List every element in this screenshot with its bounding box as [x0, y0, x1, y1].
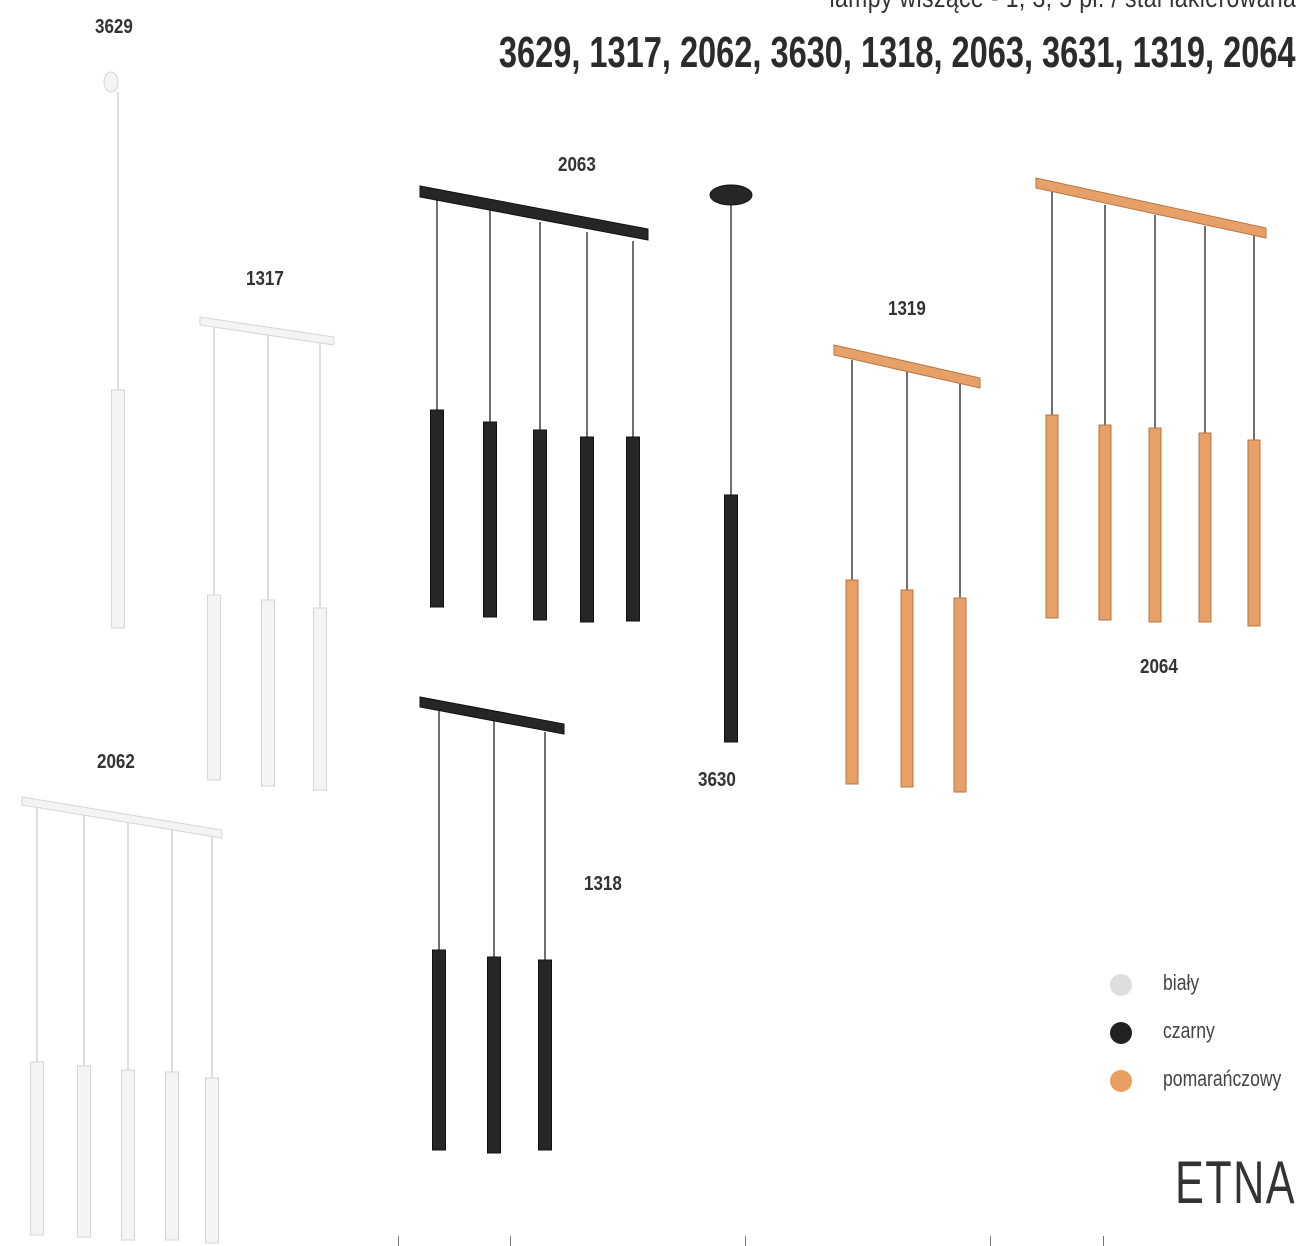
lamp-label-1319: 1319	[888, 298, 926, 320]
lamp-shade	[1198, 432, 1212, 623]
legend-label-white: biały	[1163, 970, 1200, 995]
page-tick-mark	[510, 1236, 511, 1246]
page-tick-mark	[1103, 1236, 1104, 1246]
lamp-ceiling-bar	[419, 696, 565, 735]
lamp-shade	[533, 429, 547, 621]
legend-item-white: biały	[1110, 970, 1300, 1000]
lamp-shade	[261, 599, 275, 787]
brand-name: ETNA	[1175, 1149, 1296, 1216]
white-swatch-icon	[1110, 974, 1132, 996]
page-tick-mark	[398, 1236, 399, 1246]
lamp-shade	[626, 436, 640, 622]
lamp-shade	[1247, 439, 1261, 627]
lamp-ceiling-bar	[21, 796, 223, 839]
lamp-shade	[207, 594, 221, 781]
page-tick-mark	[990, 1236, 991, 1246]
lamp-shade	[30, 1061, 44, 1236]
lamp-canopy	[709, 184, 753, 206]
legend-label-black: czarny	[1163, 1018, 1215, 1043]
product-subtitle: lampy wiszące - 1, 3, 5 pł. / stal lakie…	[829, 0, 1296, 14]
lamp-shade	[1148, 427, 1162, 623]
lamp-shade	[724, 494, 738, 743]
lamp-canopy	[103, 71, 119, 93]
legend-item-black: czarny	[1110, 1018, 1300, 1048]
lamp-shade	[313, 607, 327, 791]
lamp-shade	[1045, 414, 1059, 619]
lamp-shade	[205, 1077, 219, 1244]
lamp-shade	[487, 956, 501, 1154]
lamp-label-3629: 3629	[95, 16, 133, 38]
lamp-shade	[121, 1069, 135, 1241]
lamp-label-3630: 3630	[698, 769, 736, 791]
lamp-shade	[111, 389, 125, 629]
legend-label-orange: pomarańczowy	[1163, 1066, 1282, 1091]
lamp-label-1317: 1317	[246, 268, 284, 290]
black-swatch-icon	[1110, 1022, 1132, 1044]
lamp-shade	[77, 1065, 91, 1238]
product-codes-heading: 3629, 1317, 2062, 3630, 1318, 2063, 3631…	[499, 28, 1296, 77]
lamp-ceiling-bar	[833, 344, 981, 389]
lamp-label-2063: 2063	[558, 154, 596, 176]
orange-swatch-icon	[1110, 1070, 1132, 1092]
lamp-ceiling-bar	[419, 185, 649, 241]
lamp-shade	[900, 589, 914, 788]
lamp-shade	[430, 409, 444, 608]
lamp-shade	[580, 436, 594, 623]
lamp-shade	[1098, 424, 1112, 621]
lamp-shade	[483, 421, 497, 618]
lamp-shade	[432, 949, 446, 1151]
lamp-ceiling-bar	[199, 316, 335, 346]
page-tick-mark	[745, 1236, 746, 1246]
lamp-shade	[953, 597, 967, 793]
lamp-label-2062: 2062	[97, 751, 135, 773]
lamp-label-1318: 1318	[584, 873, 622, 895]
legend-item-orange: pomarańczowy	[1110, 1066, 1300, 1096]
lamp-shade	[845, 579, 859, 785]
lamp-ceiling-bar	[1035, 177, 1267, 239]
lamp-shade	[538, 959, 552, 1151]
lamp-label-2064: 2064	[1140, 656, 1178, 678]
lamp-shade	[165, 1071, 179, 1241]
